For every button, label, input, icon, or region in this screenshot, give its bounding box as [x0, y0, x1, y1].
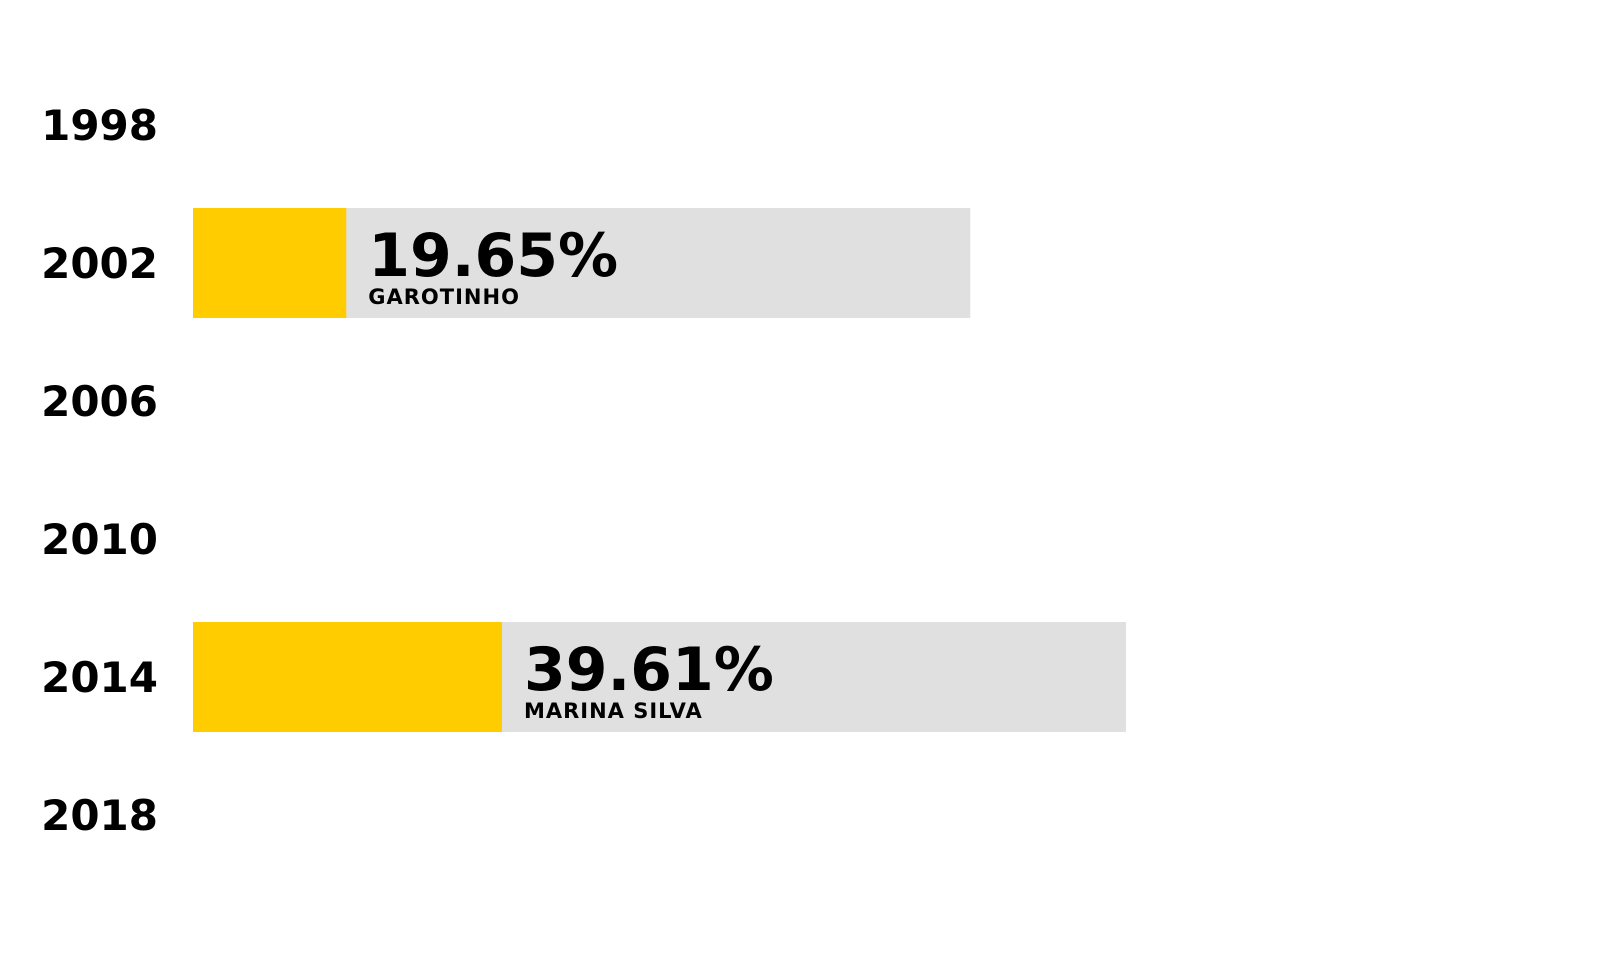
- value-label-2014: 39.61%: [524, 635, 774, 705]
- candidate-label-2002: GAROTINHO: [368, 285, 520, 309]
- year-label-2014: 2014: [41, 653, 158, 702]
- year-label-2002: 2002: [41, 239, 158, 288]
- value-label-2002: 19.65%: [368, 221, 618, 291]
- year-label-2006: 2006: [41, 377, 158, 426]
- bar-2014: [193, 622, 502, 732]
- year-axis: 1998 2002 2006 2010 2014 2018: [41, 101, 158, 840]
- candidate-label-2014: MARINA SILVA: [524, 699, 703, 723]
- year-label-2018: 2018: [41, 791, 158, 840]
- year-label-1998: 1998: [41, 101, 158, 150]
- year-label-2010: 2010: [41, 515, 158, 564]
- bar-2002: [193, 208, 347, 318]
- bars-group: 19.65%GAROTINHO 39.61%MARINA SILVA: [193, 208, 1126, 732]
